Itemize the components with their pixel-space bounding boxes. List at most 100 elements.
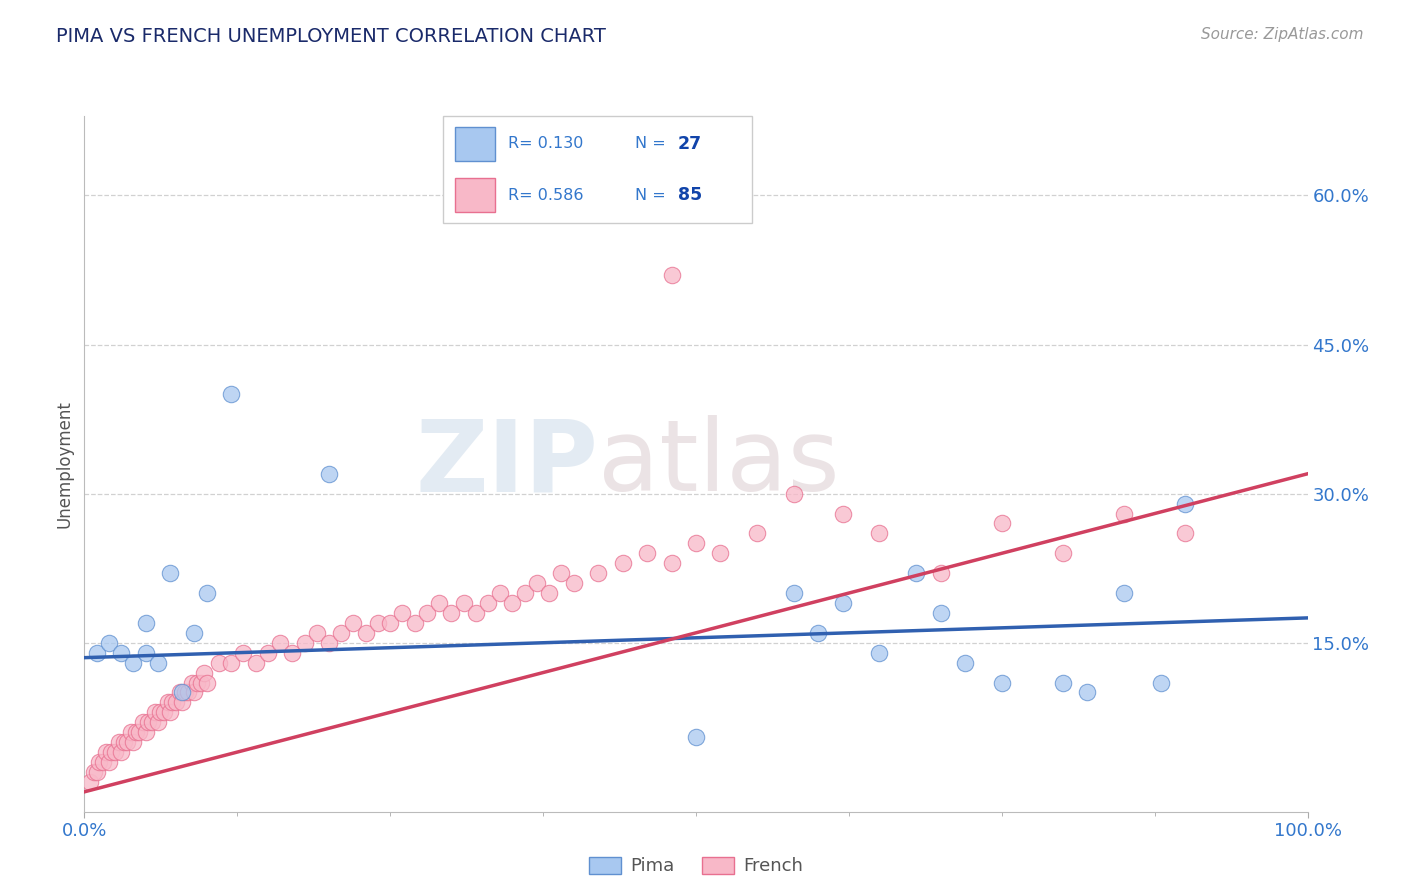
Point — [477, 596, 499, 610]
Point — [661, 556, 683, 570]
Point — [183, 685, 205, 699]
Text: PIMA VS FRENCH UNEMPLOYMENT CORRELATION CHART: PIMA VS FRENCH UNEMPLOYMENT CORRELATION … — [56, 27, 606, 45]
Point — [177, 685, 200, 699]
Point — [165, 695, 187, 709]
Point — [91, 755, 114, 769]
Point — [110, 745, 132, 759]
Point — [990, 516, 1012, 531]
Point — [136, 715, 159, 730]
Point — [87, 755, 110, 769]
Point — [586, 566, 609, 581]
Point — [905, 566, 928, 581]
Point — [685, 730, 707, 744]
Point — [990, 675, 1012, 690]
Point — [1052, 546, 1074, 560]
FancyBboxPatch shape — [443, 116, 752, 223]
Point — [183, 625, 205, 640]
Text: 27: 27 — [678, 135, 702, 153]
Point — [831, 507, 853, 521]
Point — [685, 536, 707, 550]
Text: R= 0.586: R= 0.586 — [508, 187, 583, 202]
Point — [135, 615, 157, 630]
Point — [173, 685, 195, 699]
Point — [929, 606, 952, 620]
Point — [125, 725, 148, 739]
Point — [747, 526, 769, 541]
Point — [112, 735, 135, 749]
Point — [380, 615, 402, 630]
Text: 85: 85 — [678, 186, 702, 204]
Point — [391, 606, 413, 620]
Point — [96, 745, 118, 759]
Point — [330, 625, 353, 640]
Point — [232, 646, 254, 660]
Text: N =: N = — [634, 187, 671, 202]
Point — [1076, 685, 1098, 699]
Point — [159, 566, 181, 581]
Point — [489, 586, 512, 600]
Point — [132, 715, 155, 730]
Point — [219, 656, 242, 670]
Bar — [456, 178, 495, 212]
Point — [636, 546, 658, 560]
Point — [354, 625, 377, 640]
Legend: Pima, French: Pima, French — [582, 849, 810, 883]
Point — [219, 387, 242, 401]
Point — [342, 615, 364, 630]
Point — [453, 596, 475, 610]
Point — [318, 636, 340, 650]
Point — [172, 685, 194, 699]
Point — [104, 745, 127, 759]
Point — [120, 725, 142, 739]
Point — [141, 715, 163, 730]
Point — [162, 695, 184, 709]
Point — [107, 735, 129, 749]
Y-axis label: Unemployment: Unemployment — [55, 400, 73, 528]
Point — [245, 656, 267, 670]
Text: N =: N = — [634, 136, 671, 152]
Point — [193, 665, 215, 680]
Point — [1174, 526, 1197, 541]
Point — [869, 526, 891, 541]
Point — [169, 685, 191, 699]
Text: R= 0.130: R= 0.130 — [508, 136, 583, 152]
Point — [294, 636, 316, 650]
Point — [562, 576, 585, 591]
Point — [143, 706, 166, 720]
Point — [783, 486, 806, 500]
Point — [172, 695, 194, 709]
Point — [709, 546, 731, 560]
Point — [135, 646, 157, 660]
Point — [783, 586, 806, 600]
Point — [501, 596, 523, 610]
Point — [1150, 675, 1173, 690]
Point — [807, 625, 830, 640]
Point — [281, 646, 304, 660]
Point — [538, 586, 561, 600]
Point — [146, 715, 169, 730]
Point — [97, 755, 120, 769]
Point — [83, 764, 105, 779]
Point — [953, 656, 976, 670]
Point — [149, 706, 172, 720]
Point — [115, 735, 138, 749]
Text: ZIP: ZIP — [415, 416, 598, 512]
Point — [195, 586, 218, 600]
Point — [128, 725, 150, 739]
Point — [416, 606, 439, 620]
Point — [1174, 497, 1197, 511]
Point — [269, 636, 291, 650]
Point — [1114, 507, 1136, 521]
Point — [257, 646, 280, 660]
Point — [831, 596, 853, 610]
Text: atlas: atlas — [598, 416, 839, 512]
Point — [135, 725, 157, 739]
Bar — [456, 127, 495, 161]
Point — [526, 576, 548, 591]
Point — [318, 467, 340, 481]
Point — [153, 706, 176, 720]
Point — [159, 706, 181, 720]
Point — [79, 775, 101, 789]
Point — [86, 646, 108, 660]
Point — [1114, 586, 1136, 600]
